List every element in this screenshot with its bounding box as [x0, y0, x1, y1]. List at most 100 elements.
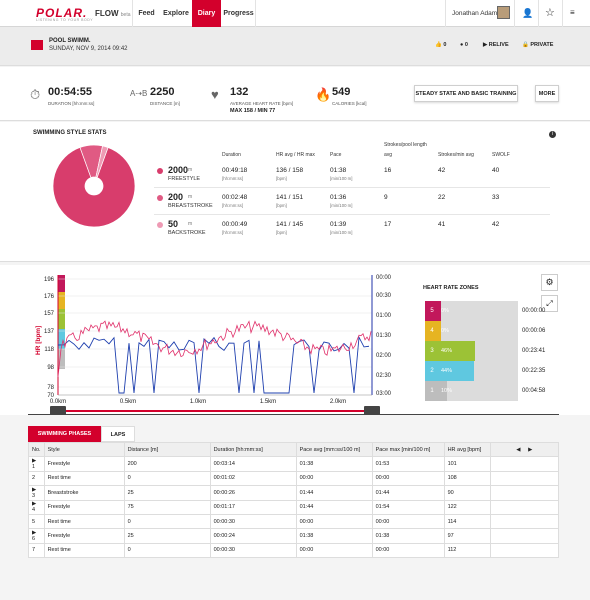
phase-cell: 97 [443, 528, 491, 544]
like-button[interactable]: 👍 0 [435, 42, 447, 48]
zone-number: 1 [425, 381, 439, 401]
phase-cell-empty [489, 499, 560, 515]
phase-cell: 75 [123, 499, 211, 515]
star-icon[interactable]: ☆ [545, 7, 555, 19]
style-distance: 50 [168, 219, 179, 229]
unit-pace: [min/100 m] [330, 176, 353, 181]
phase-cell: 200 [123, 456, 211, 472]
next-icon[interactable]: ▶ [528, 446, 533, 453]
zone-time: 00:22:35 [522, 368, 546, 374]
zone-number: 5 [425, 301, 439, 321]
style-spm: 22 [438, 194, 446, 201]
style-duration: 00:00:49 [222, 221, 248, 228]
zone-number: 4 [425, 321, 439, 341]
phases-table: No. Style Distance [m] Duration [hh:mm:ss] P… [28, 441, 560, 559]
hr-tick-label: 176 [44, 294, 55, 300]
phase-cell: 01:44 [295, 499, 373, 515]
expand-icon[interactable]: ▶ [32, 458, 37, 465]
phase-header: Distance [m] [123, 441, 211, 458]
x-tick-label: 2.0km [330, 399, 346, 405]
table-row[interactable]: ▶ 6 Freestyle 25 00:00:24 01:38 01:38 97 [28, 528, 560, 544]
phase-cell: 00:01:02 [209, 470, 297, 487]
pace-tick-label: 02:00 [376, 353, 392, 359]
table-row[interactable]: ▶ 1 Freestyle 200 00:03:14 01:38 01:53 101 [28, 456, 560, 472]
style-distance: 2000 [168, 165, 189, 175]
calories-label: CALORIES [kcal] [332, 101, 367, 106]
phase-cell: 112 [443, 542, 491, 559]
prev-icon[interactable]: ◀ [516, 446, 521, 453]
pie-slice-freestyle[interactable] [52, 147, 136, 228]
phase-cell: 00:01:17 [209, 499, 297, 515]
user-name[interactable]: Jonathan Adams [452, 10, 501, 17]
hr-zone-band [58, 275, 65, 292]
hr-tick-label: 70 [47, 393, 54, 399]
table-row[interactable]: 5 Rest time 0 00:00:30 00:00 00:00 114 [28, 513, 560, 530]
style-distance-unit: m [188, 221, 193, 227]
nav-explore[interactable]: Explore [163, 10, 189, 17]
expand-icon[interactable]: ▶ [32, 530, 37, 537]
tab-laps[interactable]: LAPS [101, 426, 135, 442]
tab-swimming-phases[interactable]: SWIMMING PHASES [28, 426, 101, 442]
hr-tick-label: 78 [47, 385, 54, 391]
table-row[interactable]: 2 Rest time 0 00:01:02 00:00 00:00 108 [28, 470, 560, 487]
section-title: SWIMMING STYLE STATS [33, 130, 107, 136]
avatar[interactable] [497, 6, 510, 19]
phase-cell: 90 [443, 485, 491, 501]
style-distance: 200 [168, 192, 184, 202]
expand-icon[interactable]: ▶ [32, 486, 37, 493]
polar-logo[interactable]: POLAR. [36, 6, 88, 20]
settings-icon[interactable]: ≡ [570, 8, 575, 17]
table-row[interactable]: ▶ 4 Freestyle 75 00:01:17 01:44 01:54 122 [28, 499, 560, 515]
style-color-dot [157, 222, 163, 228]
phase-cell: 114 [443, 513, 491, 530]
relive-button[interactable]: ▶ RELIVE [483, 42, 509, 48]
more-button[interactable]: MORE [535, 85, 559, 102]
hr-zone-band [58, 292, 65, 309]
style-spl: 16 [384, 167, 392, 174]
info-icon[interactable]: i [549, 131, 556, 138]
distance-value: 2250 [150, 86, 175, 98]
table-row[interactable]: ▶ 3 Breaststroke 25 00:00:26 01:44 01:44 90 [28, 485, 560, 501]
training-benefit-button[interactable]: STEADY STATE AND BASIC TRAINING [414, 85, 518, 102]
range-handle-left[interactable] [50, 406, 66, 415]
phase-cell-empty [489, 528, 560, 544]
phase-cell: 00:00:26 [209, 485, 297, 501]
nav-diary[interactable]: Diary [192, 0, 221, 27]
range-handle-right[interactable] [364, 406, 380, 415]
swimming-style-stats: SWIMMING STYLE STATS i Duration HR avg /… [0, 122, 590, 262]
phase-cell: 00:00:30 [209, 513, 297, 530]
unit-hr: [bpm] [276, 230, 287, 235]
pie-slice-backstroke[interactable] [95, 145, 109, 178]
nav-feed[interactable]: Feed [138, 10, 155, 17]
x-tick-label: 1.5km [260, 399, 276, 405]
style-name: BREASTSTROKE [168, 203, 213, 209]
phase-header: Pace avg [mm:ss/100 m] [295, 441, 373, 458]
col-spl-avg: avg [384, 152, 393, 158]
phase-no[interactable]: ▶ 6 [28, 528, 45, 544]
privacy-button[interactable]: 🔒 PRIVATE [522, 42, 554, 48]
table-row[interactable]: 7 Rest time 0 00:00:30 00:00 00:00 112 [28, 542, 560, 559]
phase-no[interactable]: ▶ 3 [28, 485, 45, 501]
nav-progress[interactable]: Progress [223, 10, 254, 17]
phase-no[interactable]: ▶ 1 [28, 456, 45, 472]
unit-hr: [bpm] [276, 176, 287, 181]
graph-settings-icon[interactable]: ⚙ [541, 274, 558, 291]
expand-icon[interactable]: ▶ [32, 501, 37, 508]
phase-no[interactable]: ▶ 4 [28, 499, 45, 515]
expand-icon[interactable]: ⤢ [541, 295, 558, 312]
phase-no: 2 [28, 470, 45, 487]
col-hr: HR avg / HR max [276, 152, 315, 158]
user-menu-icon[interactable]: 👤 [522, 8, 534, 18]
phase-cell: 01:38 [295, 456, 373, 472]
logo-tagline: LISTENING TO YOUR BODY [36, 18, 94, 22]
phase-cell-empty [489, 485, 560, 501]
phase-cell: 00:03:14 [209, 456, 297, 472]
hr-pace-graph: 196 176 157 137 118 98 78 70 00:00 00:30 01:00 01:3… [0, 265, 590, 415]
comment-button[interactable]: ● 0 [460, 42, 468, 48]
distance-label: DISTANCE [m] [150, 101, 180, 106]
swimming-icon [31, 40, 43, 50]
x-tick-label: 0.5km [120, 399, 136, 405]
style-duration: 00:49:18 [222, 167, 248, 174]
hr-zone-band [58, 329, 65, 349]
phase-cell: Rest time [43, 513, 125, 530]
